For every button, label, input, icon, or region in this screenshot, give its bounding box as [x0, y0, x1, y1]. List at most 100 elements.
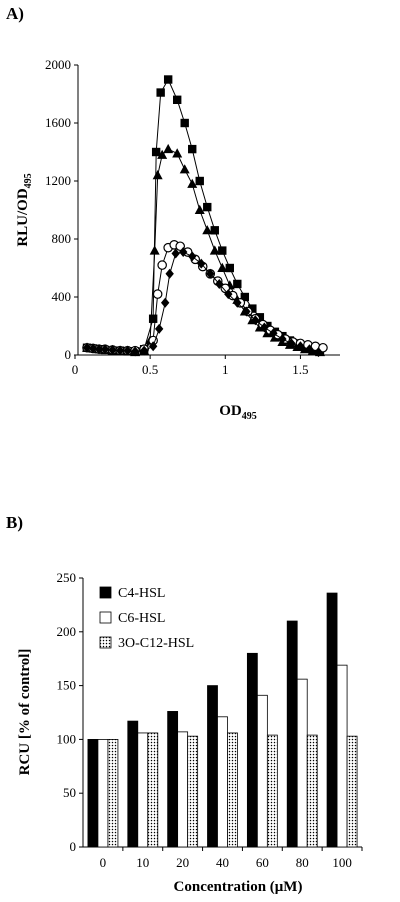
bar-c6-hsl: [336, 664, 348, 848]
legend-swatch: [99, 636, 112, 649]
y-tick-label: 1200: [45, 173, 71, 188]
data-point-triangle: [187, 178, 198, 188]
y-axis-title: RCU [% of control]: [17, 649, 33, 776]
data-point-triangle: [209, 245, 220, 255]
y-tick-label: 0: [65, 347, 72, 362]
bar-c4-hsl: [167, 711, 179, 848]
data-point-diamond: [188, 251, 197, 262]
x-tick-label: 10: [136, 855, 149, 870]
bar-c6-hsl: [296, 678, 308, 848]
x-axis-title: OD495: [219, 403, 257, 422]
bar-c6-hsl: [137, 732, 149, 848]
data-point-square: [148, 314, 158, 323]
bar-3o-c12-hsl: [346, 735, 358, 848]
data-point-square: [156, 88, 165, 97]
y-tick-label: 2000: [45, 57, 71, 72]
panel-a-label: A): [6, 4, 24, 23]
data-point-diamond: [115, 345, 125, 356]
bar-3o-c12-hsl: [107, 739, 119, 848]
data-point-circle: [157, 260, 167, 270]
data-point-diamond: [251, 315, 260, 326]
bar-3o-c12-hsl: [187, 735, 199, 848]
y-axis-title: RLU/OD495: [15, 173, 34, 246]
bar-3o-c12-hsl: [306, 734, 318, 848]
bar-c6-hsl: [217, 716, 228, 848]
legend-swatch: [99, 586, 112, 599]
data-point-diamond: [215, 278, 224, 289]
x-axis-title: Concentration (μM): [174, 879, 303, 895]
data-point-diamond: [305, 344, 314, 355]
legend-label: C6-HSL: [118, 611, 165, 626]
data-point-square: [233, 279, 242, 289]
data-point-square: [203, 202, 212, 212]
data-point-diamond: [233, 297, 242, 308]
y-axis-title-main: RLU/OD: [15, 188, 31, 247]
bar-3o-c12-hsl: [227, 732, 238, 848]
y-tick-label: 250: [57, 570, 77, 585]
data-point-triangle: [217, 262, 228, 272]
y-tick-label: 200: [57, 624, 77, 639]
x-axis-title-main: OD: [219, 403, 242, 419]
data-point-diamond: [123, 345, 132, 356]
bar-c4-hsl: [326, 592, 338, 848]
series-diamond: [82, 247, 323, 358]
data-point-square: [188, 144, 197, 154]
data-point-square: [180, 118, 189, 128]
bar-c4-hsl: [207, 685, 218, 848]
data-point-square: [210, 226, 219, 235]
data-point-diamond: [139, 345, 149, 356]
x-tick-label: 40: [216, 855, 229, 870]
data-point-triangle: [194, 204, 205, 214]
data-point-diamond: [179, 247, 188, 258]
bar-c4-hsl: [246, 652, 258, 848]
y-axis-title-sub: 495: [23, 173, 34, 188]
data-point-diamond: [314, 347, 323, 358]
data-point-square: [172, 95, 182, 104]
data-point-square: [163, 75, 173, 84]
y-tick-label: 100: [57, 731, 77, 746]
data-point-diamond: [171, 248, 180, 259]
bar-c4-hsl: [127, 720, 139, 848]
bar-c4-hsl: [286, 620, 298, 848]
y-tick-label: 800: [52, 231, 72, 246]
bar-3o-c12-hsl: [147, 732, 159, 848]
data-point-square: [248, 304, 257, 313]
x-tick-label: 0: [100, 855, 107, 870]
bar-c6-hsl: [177, 731, 189, 848]
x-tick-label: 1: [222, 362, 229, 377]
data-point-diamond: [148, 341, 158, 352]
bar-c6-hsl: [256, 694, 268, 848]
y-tick-label: 400: [52, 289, 72, 304]
data-point-triangle: [172, 148, 183, 158]
x-tick-label: 0.5: [142, 362, 158, 377]
x-tick-label: 0: [72, 362, 79, 377]
x-tick-label: 60: [256, 855, 269, 870]
data-point-diamond: [130, 346, 140, 357]
data-point-diamond: [260, 322, 269, 333]
legend-label: C4-HSL: [118, 586, 165, 601]
y-tick-label: 50: [63, 785, 76, 800]
data-point-triangle: [152, 170, 163, 180]
data-point-diamond: [100, 344, 110, 355]
x-tick-label: 80: [296, 855, 309, 870]
data-point-triangle: [179, 164, 190, 174]
data-point-diamond: [88, 343, 98, 354]
y-tick-label: 1600: [45, 115, 71, 130]
legend-swatch: [99, 611, 112, 624]
data-point-diamond: [94, 344, 104, 355]
x-axis-title-sub: 495: [242, 411, 257, 422]
data-point-triangle: [157, 149, 168, 159]
data-point-diamond: [82, 342, 92, 353]
x-tick-label: 100: [332, 855, 352, 870]
x-tick-label: 20: [176, 855, 189, 870]
panel-b-label: B): [6, 513, 23, 532]
data-point-square: [151, 147, 161, 157]
data-point-diamond: [160, 297, 170, 308]
data-point-diamond: [206, 268, 215, 279]
legend-label: 3O-C12-HSL: [118, 636, 194, 651]
bar-3o-c12-hsl: [266, 734, 278, 848]
data-point-diamond: [296, 341, 305, 352]
data-point-diamond: [287, 338, 296, 349]
data-point-diamond: [108, 344, 117, 355]
